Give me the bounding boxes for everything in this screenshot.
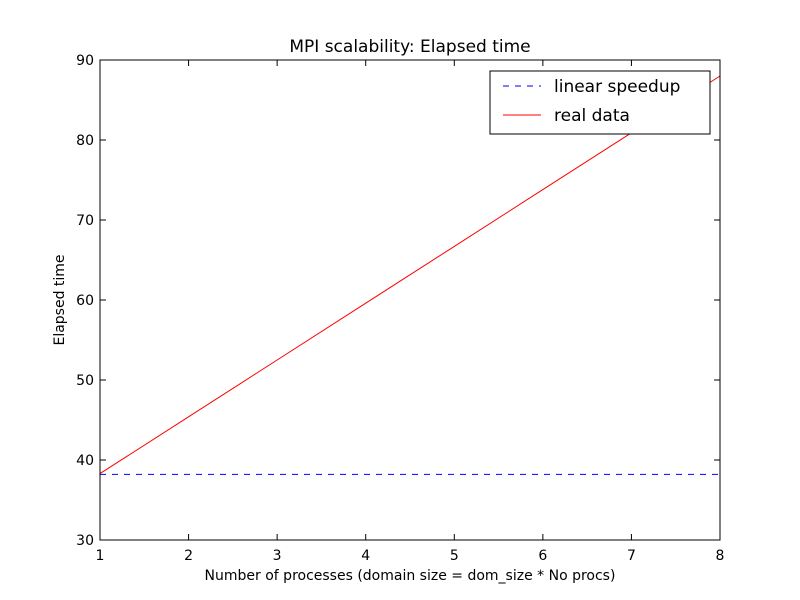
y-tick-label: 90 bbox=[76, 53, 94, 69]
legend: linear speedup real data bbox=[489, 70, 711, 135]
legend-label-real-data: real data bbox=[554, 106, 630, 126]
legend-box bbox=[489, 70, 711, 135]
y-tick-label: 60 bbox=[76, 293, 94, 309]
y-tick-label: 50 bbox=[76, 373, 94, 389]
y-tick-label: 80 bbox=[76, 133, 94, 149]
x-tick-label: 4 bbox=[361, 548, 370, 564]
x-tick-label: 2 bbox=[184, 548, 193, 564]
y-tick-label: 70 bbox=[76, 213, 94, 229]
chart-title: MPI scalability: Elapsed time bbox=[289, 37, 530, 57]
x-axis-title: Number of processes (domain size = dom_s… bbox=[205, 568, 616, 584]
legend-label-linear-speedup: linear speedup bbox=[554, 77, 680, 97]
series-layer bbox=[99, 75, 721, 475]
x-tick-label: 7 bbox=[627, 548, 636, 564]
y-tick-label: 30 bbox=[76, 533, 94, 549]
x-tick-label: 5 bbox=[450, 548, 459, 564]
tick-layer: 1 2 3 4 5 6 7 8 30 40 50 60 70 80 90 bbox=[76, 53, 724, 564]
y-tick-label: 40 bbox=[76, 453, 94, 469]
y-axis-title: Elapsed time bbox=[52, 254, 68, 345]
x-tick-label: 3 bbox=[273, 548, 282, 564]
x-tick-label: 1 bbox=[96, 548, 105, 564]
x-tick-label: 6 bbox=[538, 548, 547, 564]
series-line-real-data bbox=[99, 75, 721, 475]
x-tick-label: 8 bbox=[716, 548, 725, 564]
